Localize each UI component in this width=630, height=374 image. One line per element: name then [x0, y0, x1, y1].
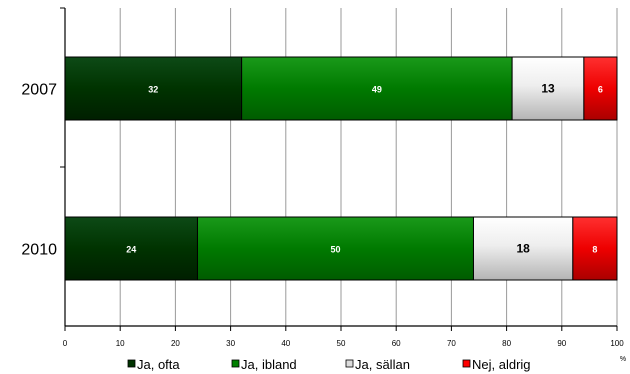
x-tick-label: 40 — [281, 339, 290, 348]
category-label: 2010 — [21, 242, 57, 259]
x-tick-label: 60 — [392, 339, 401, 348]
legend-label: Nej, aldrig — [472, 357, 531, 372]
category-labels: 2007 2010 — [21, 82, 57, 259]
bar-segments: 32 49 13 6 24 50 18 8 — [64, 56, 618, 281]
x-tick-label: 0 — [63, 339, 68, 348]
bar-data-label: 18 — [516, 242, 530, 256]
bar-data-label: 32 — [148, 85, 158, 95]
x-tick-label: 50 — [337, 339, 346, 348]
x-axis-unit-label: % — [620, 356, 626, 363]
bar-segment — [196, 216, 474, 281]
x-tick-label: 100 — [610, 339, 624, 348]
legend-label: Ja, sällan — [355, 357, 410, 372]
legend-label: Ja, ofta — [137, 357, 180, 372]
bar-data-label: 50 — [330, 245, 340, 255]
category-label: 2007 — [21, 82, 57, 99]
legend-swatch — [462, 359, 471, 368]
x-axis-ticks: 0 10 20 30 40 50 60 70 80 90 100 — [63, 326, 624, 348]
bar-data-label: 24 — [126, 245, 136, 255]
bar-segment — [572, 216, 618, 281]
x-tick-label: 90 — [557, 339, 566, 348]
x-tick-label: 20 — [171, 339, 180, 348]
bar-data-label: 8 — [592, 245, 597, 255]
bar-segment — [472, 216, 574, 281]
bar-data-label: 13 — [541, 82, 555, 96]
x-tick-label: 30 — [226, 339, 235, 348]
legend-swatch — [127, 359, 136, 368]
bar-segment — [583, 56, 618, 121]
legend-label: Ja, ibland — [241, 357, 297, 372]
legend-swatch — [231, 359, 240, 368]
x-tick-label: 10 — [116, 339, 125, 348]
legend: Ja, ofta Ja, ibland Ja, sällan Nej, aldrig — [127, 357, 531, 372]
bar-segment — [241, 56, 513, 121]
bar-data-label: 6 — [598, 85, 603, 95]
bar-data-label: 49 — [372, 85, 382, 95]
legend-swatch — [345, 359, 354, 368]
x-tick-label: 80 — [502, 339, 511, 348]
x-tick-label: 70 — [447, 339, 456, 348]
